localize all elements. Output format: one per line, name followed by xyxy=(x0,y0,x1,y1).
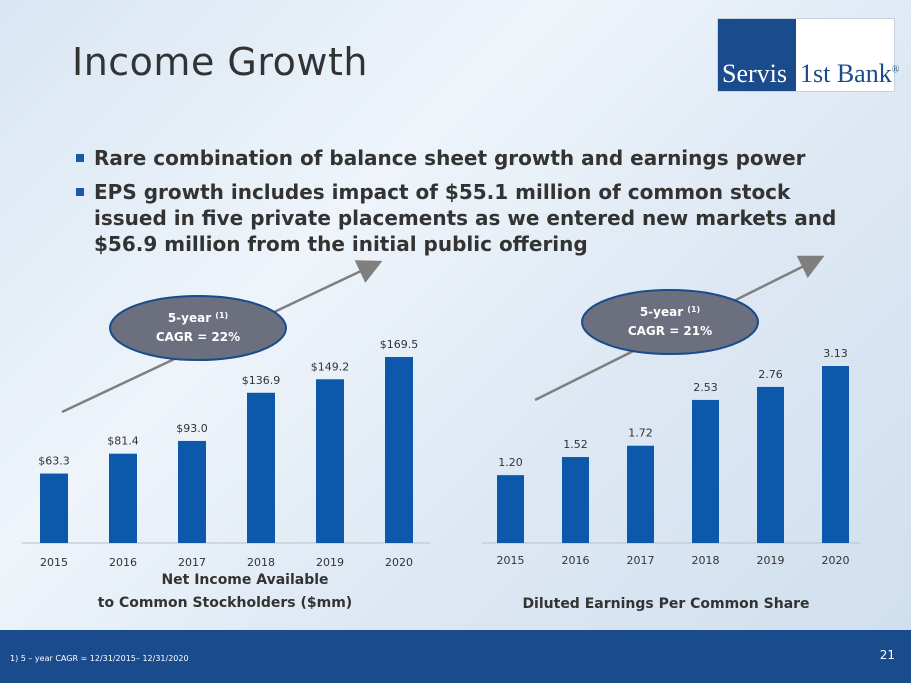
data-label: $93.0 xyxy=(176,422,208,435)
x-tick-label: 2020 xyxy=(822,554,850,567)
x-tick-label: 2016 xyxy=(109,556,137,569)
bar xyxy=(822,366,849,543)
bullet-square-icon xyxy=(76,154,84,162)
data-label: 2.53 xyxy=(693,381,718,394)
data-label: $149.2 xyxy=(311,360,350,373)
bar xyxy=(692,399,719,543)
servisfirst-logo: Servis 1st Bank® xyxy=(717,18,899,92)
bullet-text: EPS growth includes impact of $55.1 mill… xyxy=(94,180,837,256)
footer-bar: 1) 5 – year CAGR = 12/31/2015– 12/31/202… xyxy=(0,630,911,683)
cagr-callout-line1: 5-year (1) xyxy=(168,311,228,325)
bar xyxy=(316,379,344,543)
bullet-item: EPS growth includes impact of $55.1 mill… xyxy=(76,179,856,257)
bar xyxy=(562,457,589,543)
x-axis-title: Net Income Available xyxy=(161,572,328,588)
cagr-callout xyxy=(581,289,759,355)
bar xyxy=(385,357,413,543)
x-tick-label: 2019 xyxy=(316,556,344,569)
x-tick-label: 2015 xyxy=(497,554,525,567)
bar xyxy=(757,386,784,543)
x-axis-title: Diluted Earnings Per Common Share xyxy=(522,596,809,612)
cagr-callout-line1: 5-year (1) xyxy=(640,305,700,319)
cagr-callout-line2: CAGR = 21% xyxy=(628,324,712,338)
data-label: $136.9 xyxy=(242,374,281,387)
cagr-callout xyxy=(109,295,287,361)
charts-canvas: $63.3 2015 $81.4 2016 $93.0 2017 $136.9 2018 $14… xyxy=(22,255,860,612)
data-label: 2.76 xyxy=(758,368,783,381)
data-label: $81.4 xyxy=(107,435,139,448)
slide-title: Income Growth xyxy=(72,40,368,84)
data-label: 3.13 xyxy=(823,347,848,360)
bullet-square-icon xyxy=(76,188,84,196)
page-number: 21 xyxy=(879,648,895,662)
bar xyxy=(40,473,68,543)
x-tick-label: 2019 xyxy=(757,554,785,567)
bullet-text: Rare combination of balance sheet growth… xyxy=(94,146,806,170)
data-label: $169.5 xyxy=(380,338,419,351)
logo-text-bank: 1st Bank® xyxy=(800,59,900,88)
logo-text-servis: Servis xyxy=(722,59,787,88)
bar xyxy=(497,475,524,543)
x-tick-label: 2016 xyxy=(562,554,590,567)
x-tick-label: 2020 xyxy=(385,556,413,569)
bar xyxy=(627,445,654,543)
logo-box xyxy=(718,19,796,91)
x-axis-title-line2: to Common Stockholders ($mm) xyxy=(98,595,352,611)
footnote: 1) 5 – year CAGR = 12/31/2015– 12/31/202… xyxy=(10,654,189,663)
bar xyxy=(247,392,275,543)
data-label: 1.72 xyxy=(628,427,653,440)
x-tick-label: 2017 xyxy=(627,554,655,567)
net-income-chart: $63.3 2015 $81.4 2016 $93.0 2017 $136.9 2018 $14… xyxy=(22,260,430,611)
x-tick-label: 2018 xyxy=(247,556,275,569)
x-tick-label: 2017 xyxy=(178,556,206,569)
bar xyxy=(109,453,137,543)
x-tick-label: 2018 xyxy=(692,554,720,567)
x-tick-label: 2015 xyxy=(40,556,68,569)
bullet-list: Rare combination of balance sheet growth… xyxy=(76,145,856,265)
data-label: 1.20 xyxy=(498,456,523,469)
data-label: 1.52 xyxy=(563,438,588,451)
bullet-item: Rare combination of balance sheet growth… xyxy=(76,145,856,171)
cagr-callout-line2: CAGR = 22% xyxy=(156,330,240,344)
data-label: $63.3 xyxy=(38,455,70,468)
eps-chart: 1.20 2015 1.52 2016 1.72 2017 2.53 2018 2.76 2019… xyxy=(482,255,860,612)
bar xyxy=(178,440,206,543)
